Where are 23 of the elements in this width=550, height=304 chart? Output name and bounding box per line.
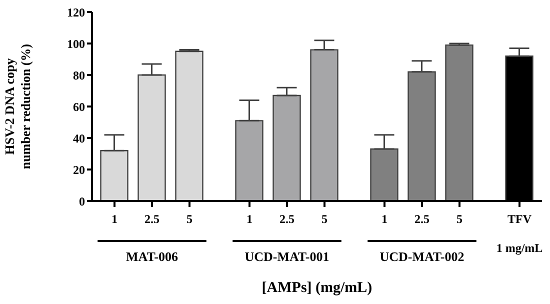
x-tick-label: 5 (322, 212, 328, 226)
y-tick-label: 100 (67, 36, 85, 51)
x-axis-title: [AMPs] (mg/mL) (262, 280, 372, 296)
y-tick-label: 120 (67, 5, 85, 20)
x-tick-label: 1 (112, 212, 118, 226)
x-tick-label: 1 (246, 212, 252, 226)
x-tick-label: 5 (186, 212, 192, 226)
y-tick-label: 60 (73, 100, 85, 114)
text: 1 mg/mL (496, 241, 543, 255)
x-tick-label: 1 (382, 212, 388, 226)
y-tick-label: 20 (73, 162, 85, 177)
y-tick-label: 0 (79, 194, 85, 208)
text: MAT-006 (126, 249, 178, 264)
x-tick-label: 2.5 (144, 212, 160, 226)
x-tick-label: TFV (508, 212, 532, 226)
text: UCD-MAT-001 (244, 249, 330, 264)
x-tick-label: 2.5 (414, 212, 430, 226)
y-axis-title: HSV-2 DNA copy number reduction (%) (2, 44, 33, 170)
text: UCD-MAT-002 (380, 249, 464, 264)
x-tick-label: 2.5 (280, 212, 294, 226)
y-tick-label: 40 (73, 131, 85, 146)
y-tick-label: 80 (73, 68, 85, 82)
x-tick-label: 5 (456, 212, 462, 226)
